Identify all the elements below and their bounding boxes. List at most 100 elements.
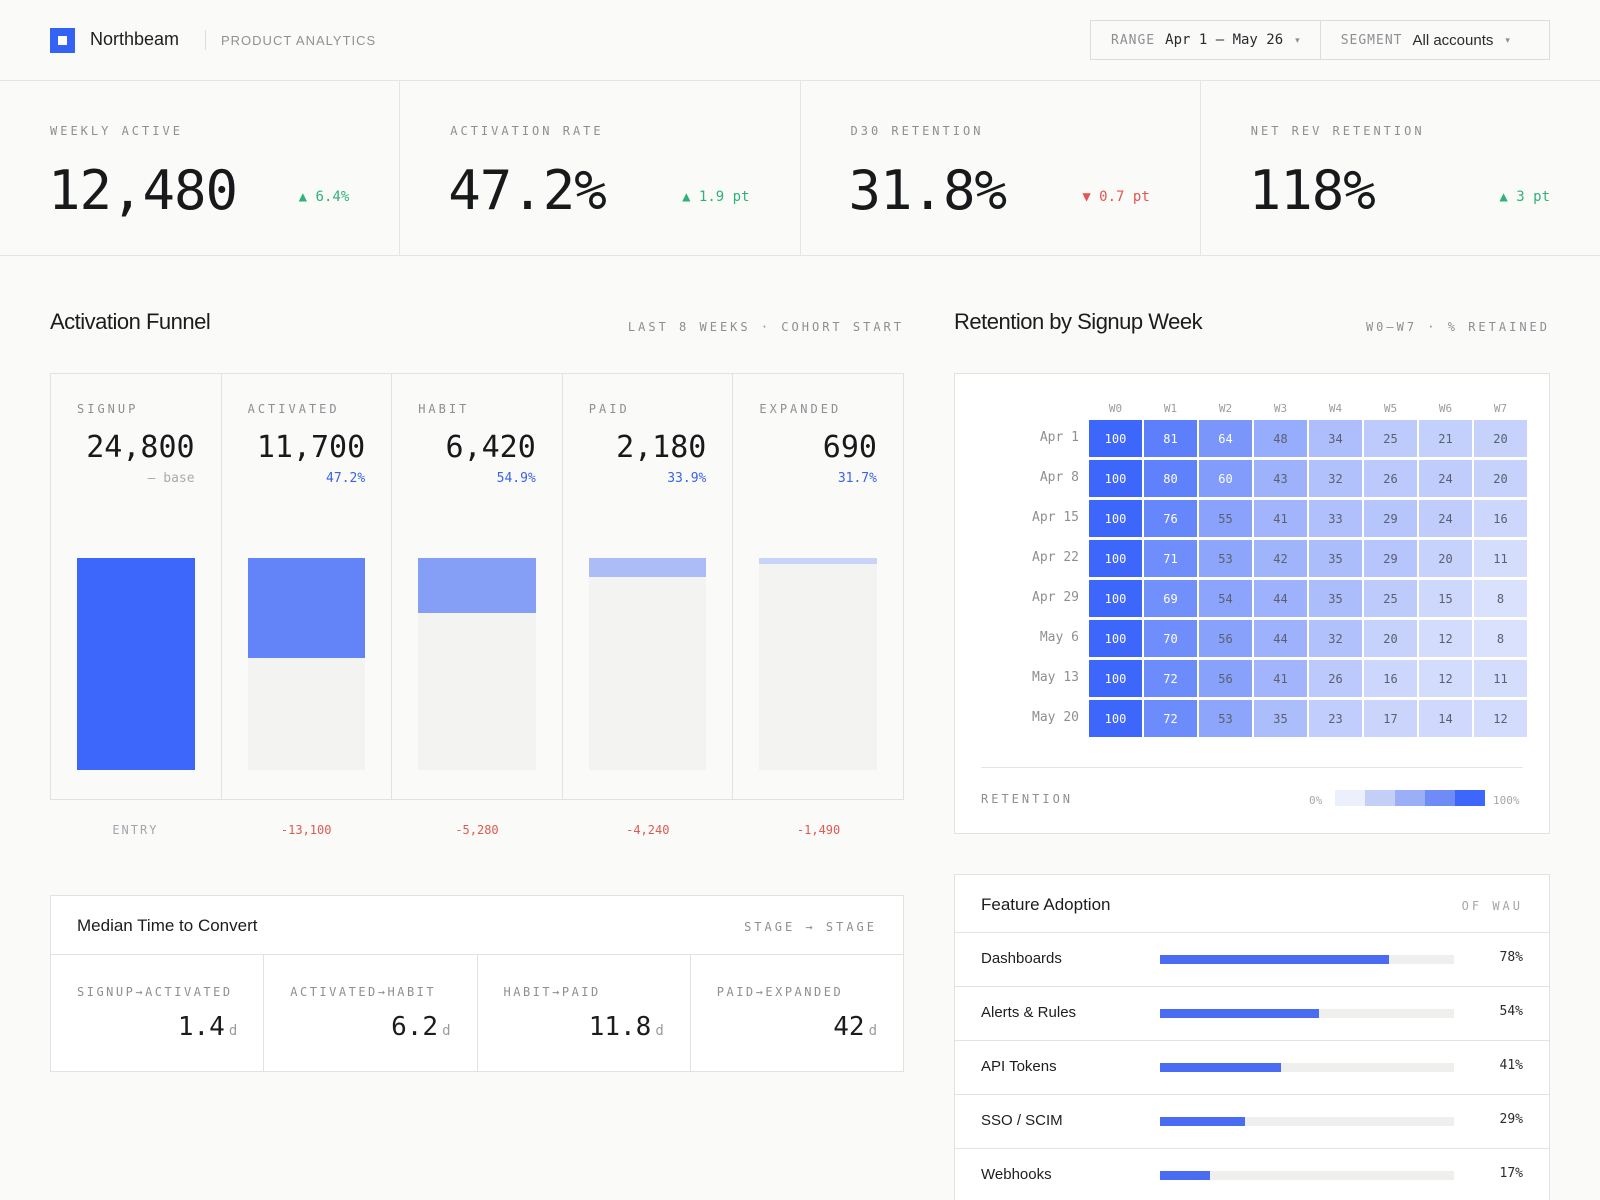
heatmap-cell[interactable]: 14 [1419, 700, 1472, 737]
kpi-value: 118% [1248, 159, 1376, 222]
heatmap-cell[interactable]: 24 [1419, 460, 1472, 497]
feature-bar [1160, 1063, 1281, 1072]
funnel-stage-paid[interactable]: PAID 2,180 33.9% [563, 374, 734, 799]
heatmap-cell[interactable]: 20 [1364, 620, 1417, 657]
feature-bar [1160, 1171, 1210, 1180]
heatmap-cell[interactable]: 42 [1254, 540, 1307, 577]
heatmap-cell[interactable]: 53 [1199, 540, 1252, 577]
stage-dropoff: -13,100 [280, 823, 332, 837]
heatmap-cell[interactable]: 71 [1144, 540, 1197, 577]
heatmap-cell[interactable]: 8 [1474, 620, 1527, 657]
kpi-weekly-active: WEEKLY ACTIVE 12,480 ▲ 6.4% [0, 81, 401, 255]
heatmap-cell[interactable]: 33 [1309, 500, 1362, 537]
cohort-label: Apr 29 [1032, 590, 1079, 605]
feature-row[interactable]: Webhooks 17% [955, 1148, 1549, 1200]
heatmap-cell[interactable]: 21 [1419, 420, 1472, 457]
heatmap-cell[interactable]: 48 [1254, 420, 1307, 457]
feature-pct: 17% [1499, 1166, 1523, 1181]
heatmap-cell[interactable]: 100 [1089, 700, 1142, 737]
funnel-stage-signup[interactable]: SIGNUP 24,800 — base [51, 374, 222, 799]
feature-bar-track [1160, 1063, 1454, 1072]
heatmap-cell[interactable]: 11 [1474, 540, 1527, 577]
feature-row[interactable]: API Tokens 41% [955, 1040, 1549, 1094]
funnel-stage-expanded[interactable]: EXPANDED 690 31.7% [733, 374, 903, 799]
heatmap-cell[interactable]: 16 [1364, 660, 1417, 697]
heatmap-cell[interactable]: 72 [1144, 700, 1197, 737]
heatmap-cell[interactable]: 20 [1474, 420, 1527, 457]
heatmap-cell[interactable]: 54 [1199, 580, 1252, 617]
heatmap-cell[interactable]: 70 [1144, 620, 1197, 657]
heatmap-cell[interactable]: 29 [1364, 540, 1417, 577]
heatmap-cell[interactable]: 32 [1309, 620, 1362, 657]
heatmap-cell[interactable]: 11 [1474, 660, 1527, 697]
heatmap-cell[interactable]: 80 [1144, 460, 1197, 497]
retention-heatmap-card: W0 W1 W2 W3 W4 W5 W6 W7 Apr 1 100 81 64 48 34 25 21 20 Ap… [954, 373, 1550, 834]
median-value: 11.8 [588, 1012, 652, 1042]
median-label: HABIT→PAID [503, 985, 601, 999]
heatmap-cell[interactable]: 23 [1309, 700, 1362, 737]
heatmap-cell[interactable]: 69 [1144, 580, 1197, 617]
heatmap-cell[interactable]: 26 [1309, 660, 1362, 697]
heatmap-cell[interactable]: 20 [1474, 460, 1527, 497]
median-row: SIGNUP→ACTIVATED 1.4 d ACTIVATED→HABIT 6.2 d H… [51, 954, 903, 1071]
heatmap-cell[interactable]: 72 [1144, 660, 1197, 697]
heatmap-cell[interactable]: 34 [1309, 420, 1362, 457]
heatmap-cell[interactable]: 32 [1309, 460, 1362, 497]
heatmap-cell[interactable]: 20 [1419, 540, 1472, 577]
heatmap-cell[interactable]: 44 [1254, 620, 1307, 657]
stage-conversion: — base [147, 471, 195, 486]
feature-row[interactable]: Alerts & Rules 54% [955, 986, 1549, 1040]
stage-value: 690 [822, 430, 877, 465]
heatmap-cell[interactable]: 100 [1089, 660, 1142, 697]
heatmap-cell[interactable]: 16 [1474, 500, 1527, 537]
northbeam-logo-icon[interactable] [50, 28, 75, 53]
heatmap-cell[interactable]: 76 [1144, 500, 1197, 537]
segment-filter[interactable]: SEGMENT All accounts ▾ [1319, 21, 1530, 59]
heatmap-cell[interactable]: 81 [1144, 420, 1197, 457]
stage-dropoff: -5,280 [455, 823, 499, 837]
heatmap-cell[interactable]: 12 [1474, 700, 1527, 737]
range-filter[interactable]: RANGE Apr 1 – May 26 ▾ [1091, 21, 1320, 59]
brand-name[interactable]: Northbeam [90, 29, 180, 49]
heatmap-cell[interactable]: 100 [1089, 540, 1142, 577]
cohort-label: May 6 [1039, 630, 1079, 645]
heatmap-cell[interactable]: 100 [1089, 500, 1142, 537]
heatmap-cell[interactable]: 8 [1474, 580, 1527, 617]
heatmap-cell[interactable]: 44 [1254, 580, 1307, 617]
heatmap-cell[interactable]: 41 [1254, 660, 1307, 697]
heatmap-cell[interactable]: 24 [1419, 500, 1472, 537]
heatmap-cell[interactable]: 56 [1199, 620, 1252, 657]
heatmap-cell[interactable]: 64 [1199, 420, 1252, 457]
heatmap-cell[interactable]: 100 [1089, 460, 1142, 497]
heatmap-cell[interactable]: 60 [1199, 460, 1252, 497]
heatmap-cell[interactable]: 53 [1199, 700, 1252, 737]
legend-max: 100% [1493, 794, 1520, 807]
heatmap-cell[interactable]: 41 [1254, 500, 1307, 537]
funnel-bar [588, 558, 707, 577]
heatmap-cell[interactable]: 100 [1089, 580, 1142, 617]
heatmap-cell[interactable]: 15 [1419, 580, 1472, 617]
heatmap-cell[interactable]: 25 [1364, 420, 1417, 457]
heatmap-cell[interactable]: 100 [1089, 620, 1142, 657]
heatmap-cell[interactable]: 100 [1089, 420, 1142, 457]
feature-row[interactable]: SSO / SCIM 29% [955, 1094, 1549, 1148]
feature-row[interactable]: Dashboards 78% [955, 932, 1549, 986]
heatmap-cell[interactable]: 35 [1254, 700, 1307, 737]
stage-value: 24,800 [86, 430, 195, 465]
heatmap-cell[interactable]: 25 [1364, 580, 1417, 617]
heatmap-cell[interactable]: 55 [1199, 500, 1252, 537]
funnel-stage-habit[interactable]: HABIT 6,420 54.9% [392, 374, 563, 799]
heatmap-cell[interactable]: 35 [1309, 580, 1362, 617]
heatmap-cell[interactable]: 26 [1364, 460, 1417, 497]
feature-name: Alerts & Rules [981, 1004, 1077, 1021]
heatmap-cell[interactable]: 43 [1254, 460, 1307, 497]
chevron-down-icon: ▾ [1505, 34, 1510, 45]
heatmap-cell[interactable]: 35 [1309, 540, 1362, 577]
heatmap-cell[interactable]: 56 [1199, 660, 1252, 697]
heatmap-cell[interactable]: 29 [1364, 500, 1417, 537]
median-unit: d [655, 1023, 664, 1039]
heatmap-cell[interactable]: 12 [1419, 620, 1472, 657]
heatmap-cell[interactable]: 17 [1364, 700, 1417, 737]
heatmap-cell[interactable]: 12 [1419, 660, 1472, 697]
funnel-stage-activated[interactable]: ACTIVATED 11,700 47.2% [222, 374, 393, 799]
